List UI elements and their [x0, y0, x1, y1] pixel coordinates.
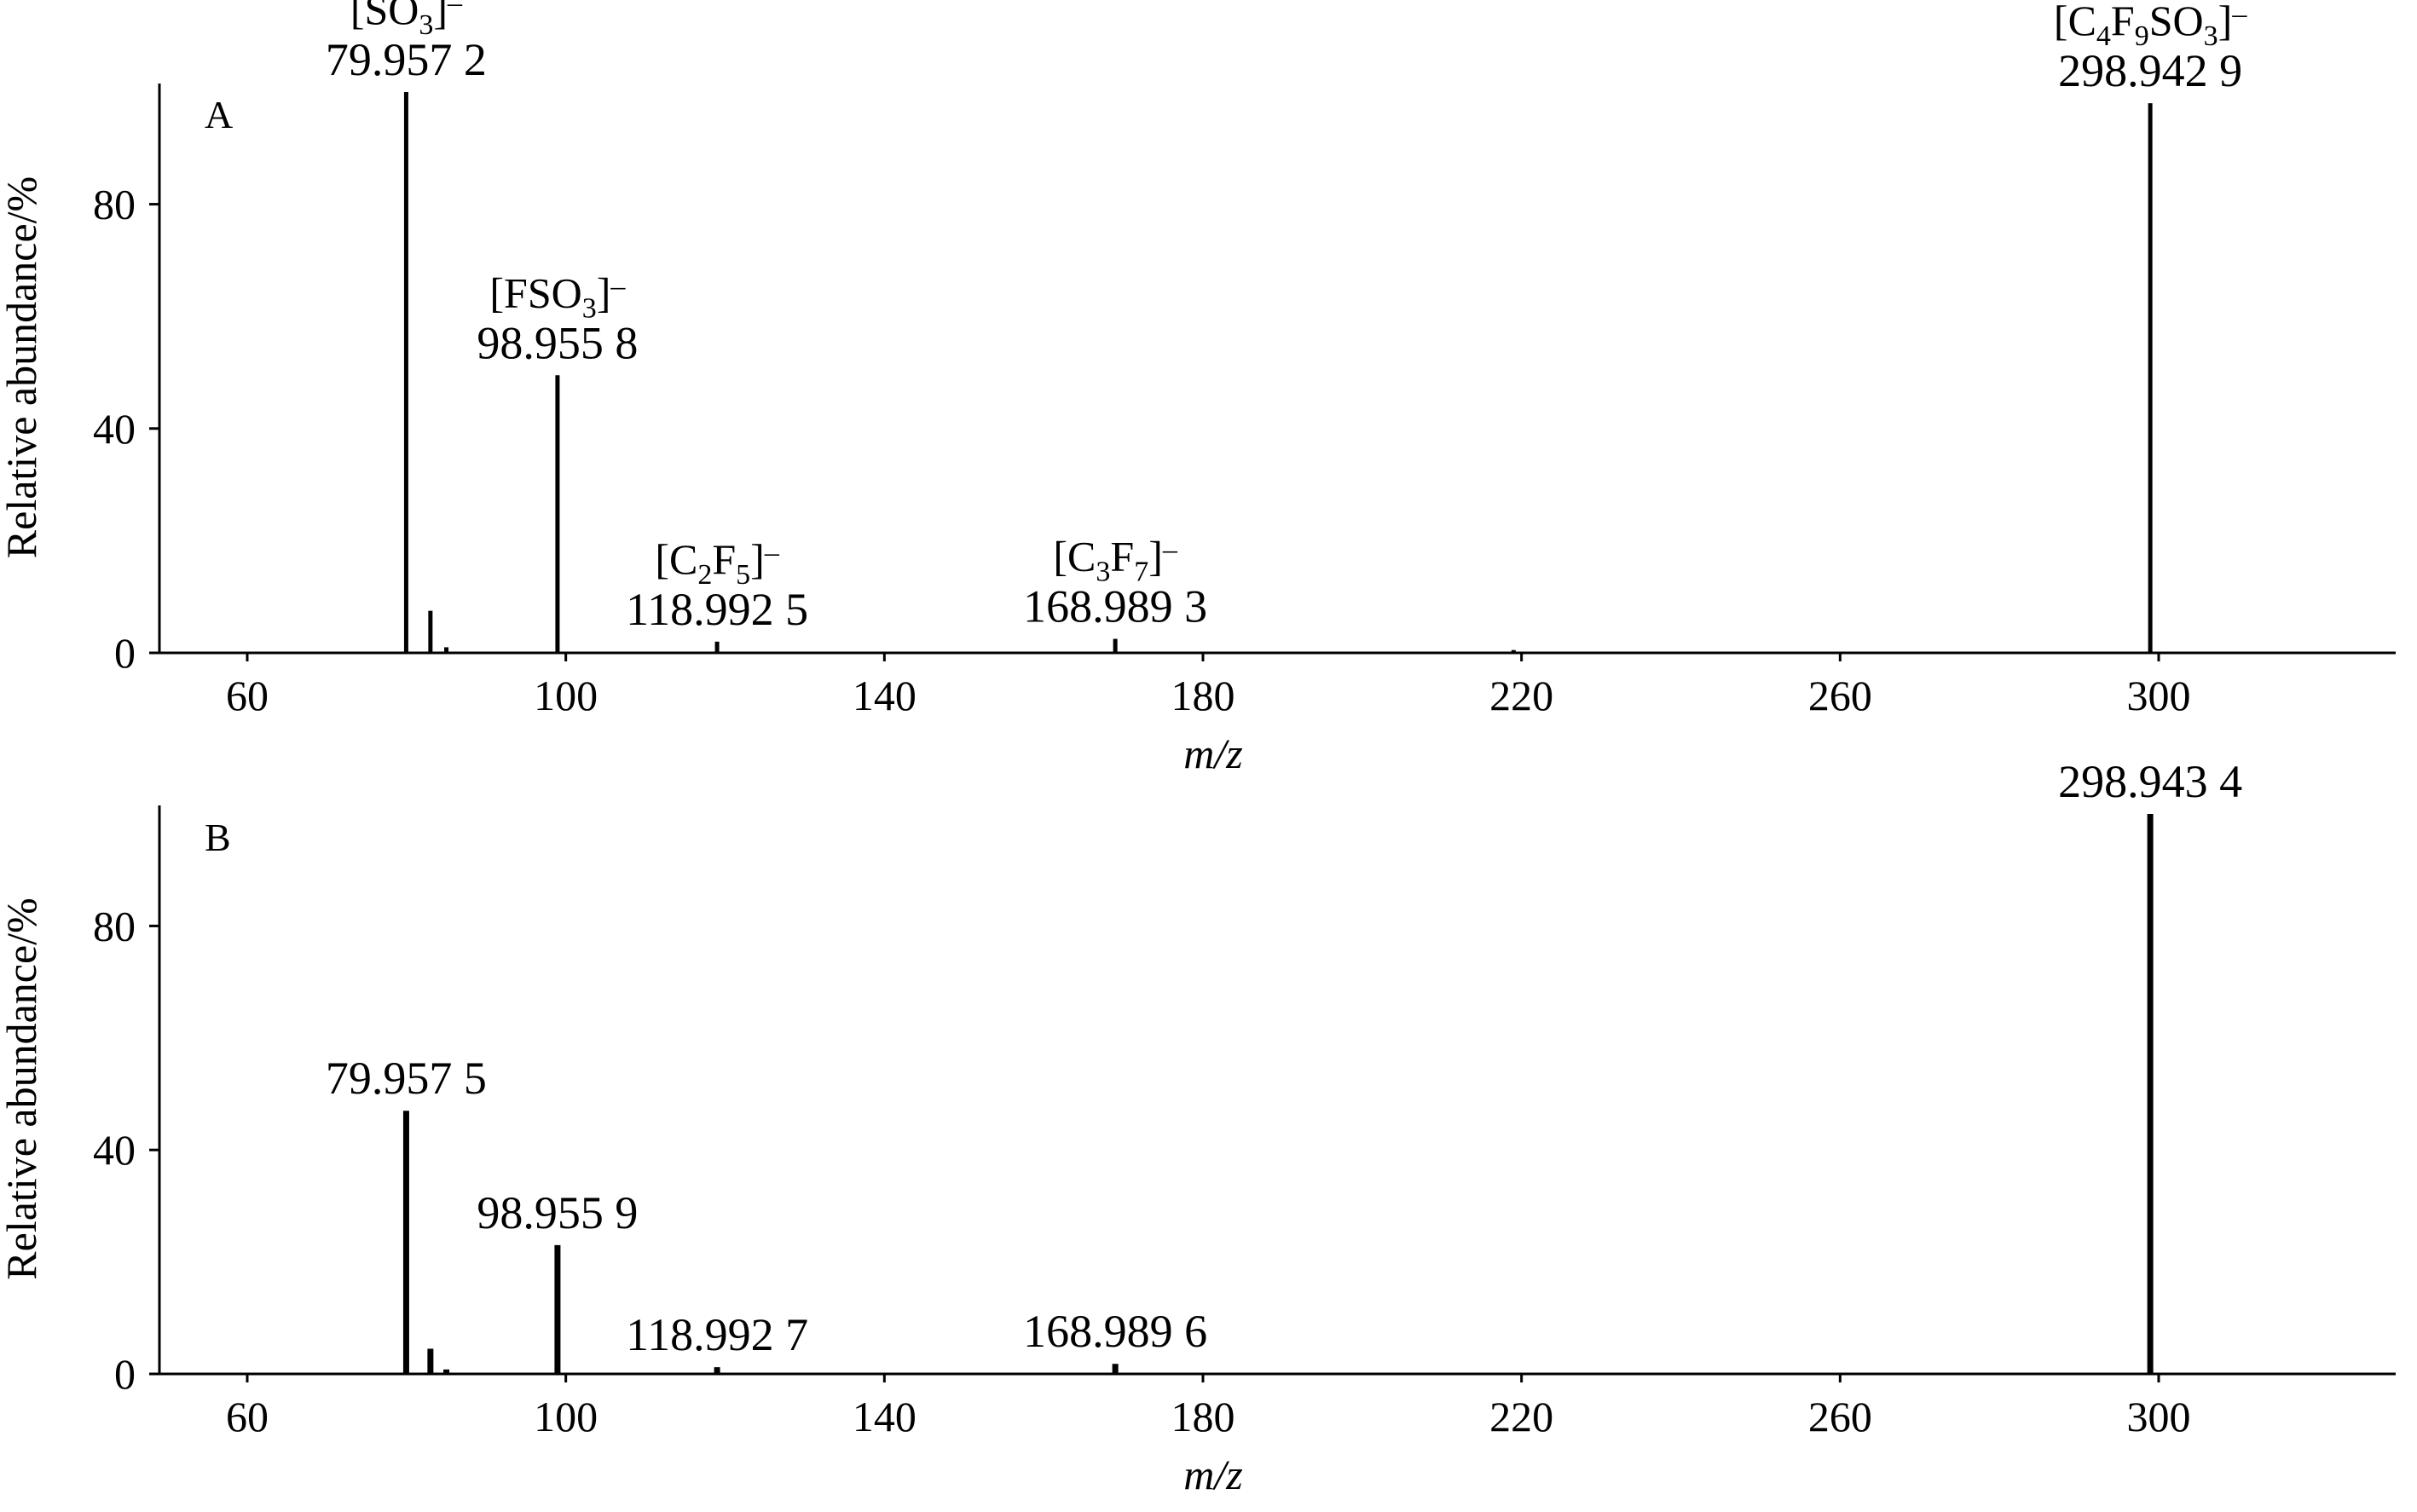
x-tick-label: 260 — [1808, 1393, 1872, 1440]
x-tick-label: 220 — [1489, 1393, 1553, 1440]
peak-mz-label: 98.955 9 — [477, 1187, 638, 1238]
y-tick-label: 0 — [114, 1350, 136, 1398]
x-tick-label: 180 — [1171, 1393, 1235, 1440]
x-tick-label: 60 — [226, 672, 269, 719]
x-tick-label: 100 — [534, 1393, 598, 1440]
peak-mz-label: 168.989 3 — [1023, 581, 1207, 632]
x-tick-label: 140 — [853, 672, 916, 719]
x-axis-title: m/z — [1183, 1451, 1242, 1498]
x-tick-label: 60 — [226, 1393, 269, 1440]
peak-mz-label: 168.989 6 — [1023, 1306, 1207, 1357]
x-tick-label: 180 — [1171, 672, 1235, 719]
ion-formula-label: [C2F5]– — [655, 535, 779, 591]
ion-formula-label: [C3F7]– — [1053, 533, 1177, 588]
x-tick-label: 100 — [534, 672, 598, 719]
x-tick-label: 220 — [1489, 672, 1553, 719]
peak-mz-label: 98.955 8 — [477, 317, 638, 368]
peak-mz-label: 298.943 4 — [2058, 756, 2242, 807]
peak-mz-label: 79.957 2 — [326, 34, 487, 85]
y-tick-label: 0 — [114, 629, 136, 677]
peak-mz-label: 298.942 9 — [2058, 45, 2242, 96]
panel-B: 60 100 140 180 220 260 300 0 40 80 m/z Relative abu… — [0, 756, 2396, 1498]
y-axis-title: Relative abundance/% — [0, 176, 45, 558]
ion-formula-label: [FSO3]– — [489, 268, 626, 324]
y-axis-title: Relative abundance/% — [0, 897, 45, 1279]
peak-mz-label: 118.992 7 — [626, 1309, 808, 1360]
peak-mz-label: 118.992 5 — [626, 584, 808, 635]
x-tick-label: 300 — [2127, 672, 2191, 719]
y-tick-label: 40 — [93, 1126, 136, 1174]
peak-mz-label: 79.957 5 — [326, 1053, 487, 1104]
ion-formula-label: [C4F9SO3]– — [2054, 0, 2247, 52]
x-tick-label: 140 — [853, 1393, 916, 1440]
panel-A: 60 100 140 180 220 260 300 0 40 80 m/z Relative abu… — [0, 0, 2396, 777]
y-tick-label: 80 — [93, 181, 136, 228]
ion-formula-label: [SO3]– — [350, 0, 463, 41]
y-tick-label: 80 — [93, 902, 136, 949]
panel-label: A — [205, 93, 233, 136]
y-tick-label: 40 — [93, 405, 136, 453]
x-tick-label: 260 — [1808, 672, 1872, 719]
x-axis-title: m/z — [1183, 730, 1242, 777]
x-tick-label: 300 — [2127, 1393, 2191, 1440]
panel-label: B — [205, 816, 231, 859]
